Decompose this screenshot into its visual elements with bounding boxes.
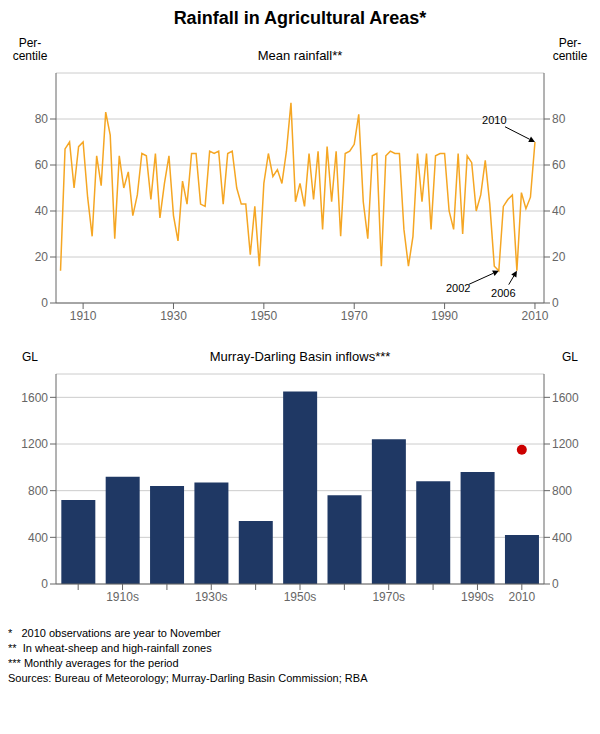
html-text:*** Monthly averages for the p: *** Monthly averages for the period bbox=[8, 657, 179, 669]
html-text:Per-: Per- bbox=[18, 36, 42, 50]
svg-text:80: 80 bbox=[552, 112, 566, 126]
svg-text:2010: 2010 bbox=[508, 590, 535, 604]
svg-text:1970s: 1970s bbox=[372, 590, 405, 604]
svg-text:40: 40 bbox=[552, 204, 566, 218]
html-text:** In wheat-sheep and high-rai: ** In wheat-sheep and high-rainfall zone… bbox=[8, 642, 212, 654]
svg-text:60: 60 bbox=[552, 158, 566, 172]
svg-text:0: 0 bbox=[552, 577, 559, 591]
svg-text:0: 0 bbox=[41, 577, 48, 591]
svg-text:1990: 1990 bbox=[431, 309, 458, 323]
svg-text:400: 400 bbox=[28, 531, 48, 545]
svg-text:60: 60 bbox=[35, 158, 49, 172]
svg-text:1600: 1600 bbox=[552, 391, 579, 405]
svg-text:2002: 2002 bbox=[446, 282, 470, 294]
html-text:Rainfall in Agricultural Areas: Rainfall in Agricultural Areas* bbox=[173, 8, 427, 28]
html-text:GL: GL bbox=[562, 350, 578, 364]
html-text:Sources: Bureau of Meteorology: Sources: Bureau of Meteorology; Murray-D… bbox=[8, 672, 368, 684]
html-text:centile: centile bbox=[12, 49, 48, 63]
html-text:Per-: Per- bbox=[558, 36, 582, 50]
svg-text:1200: 1200 bbox=[21, 437, 48, 451]
svg-text:2010: 2010 bbox=[482, 114, 506, 126]
svg-text:1950s: 1950s bbox=[284, 590, 317, 604]
svg-text:800: 800 bbox=[28, 484, 48, 498]
svg-text:20: 20 bbox=[35, 250, 49, 264]
html-text:GL: GL bbox=[22, 350, 38, 364]
svg-text:40: 40 bbox=[35, 204, 49, 218]
svg-text:1910: 1910 bbox=[70, 309, 97, 323]
svg-text:2010: 2010 bbox=[522, 309, 549, 323]
svg-text:0: 0 bbox=[41, 296, 48, 310]
svg-text:1930s: 1930s bbox=[195, 590, 228, 604]
svg-text:1600: 1600 bbox=[21, 391, 48, 405]
svg-text:1950: 1950 bbox=[251, 309, 278, 323]
html-text:centile: centile bbox=[552, 49, 588, 63]
svg-text:1930: 1930 bbox=[160, 309, 187, 323]
svg-text:80: 80 bbox=[35, 112, 49, 126]
svg-text:1200: 1200 bbox=[552, 437, 579, 451]
html-text:* 2010 observations are year t: * 2010 observations are year to November bbox=[8, 627, 221, 639]
svg-text:1970: 1970 bbox=[341, 309, 368, 323]
svg-text:2006: 2006 bbox=[491, 287, 515, 299]
svg-text:400: 400 bbox=[552, 531, 572, 545]
svg-text:1990s: 1990s bbox=[461, 590, 494, 604]
svg-text:800: 800 bbox=[552, 484, 572, 498]
svg-text:1910s: 1910s bbox=[106, 590, 139, 604]
html-text:Murray-Darling Basin inflows**: Murray-Darling Basin inflows*** bbox=[209, 349, 391, 364]
svg-text:20: 20 bbox=[552, 250, 566, 264]
html-text:Mean rainfall**: Mean rainfall** bbox=[257, 48, 343, 63]
svg-text:0: 0 bbox=[552, 296, 559, 310]
